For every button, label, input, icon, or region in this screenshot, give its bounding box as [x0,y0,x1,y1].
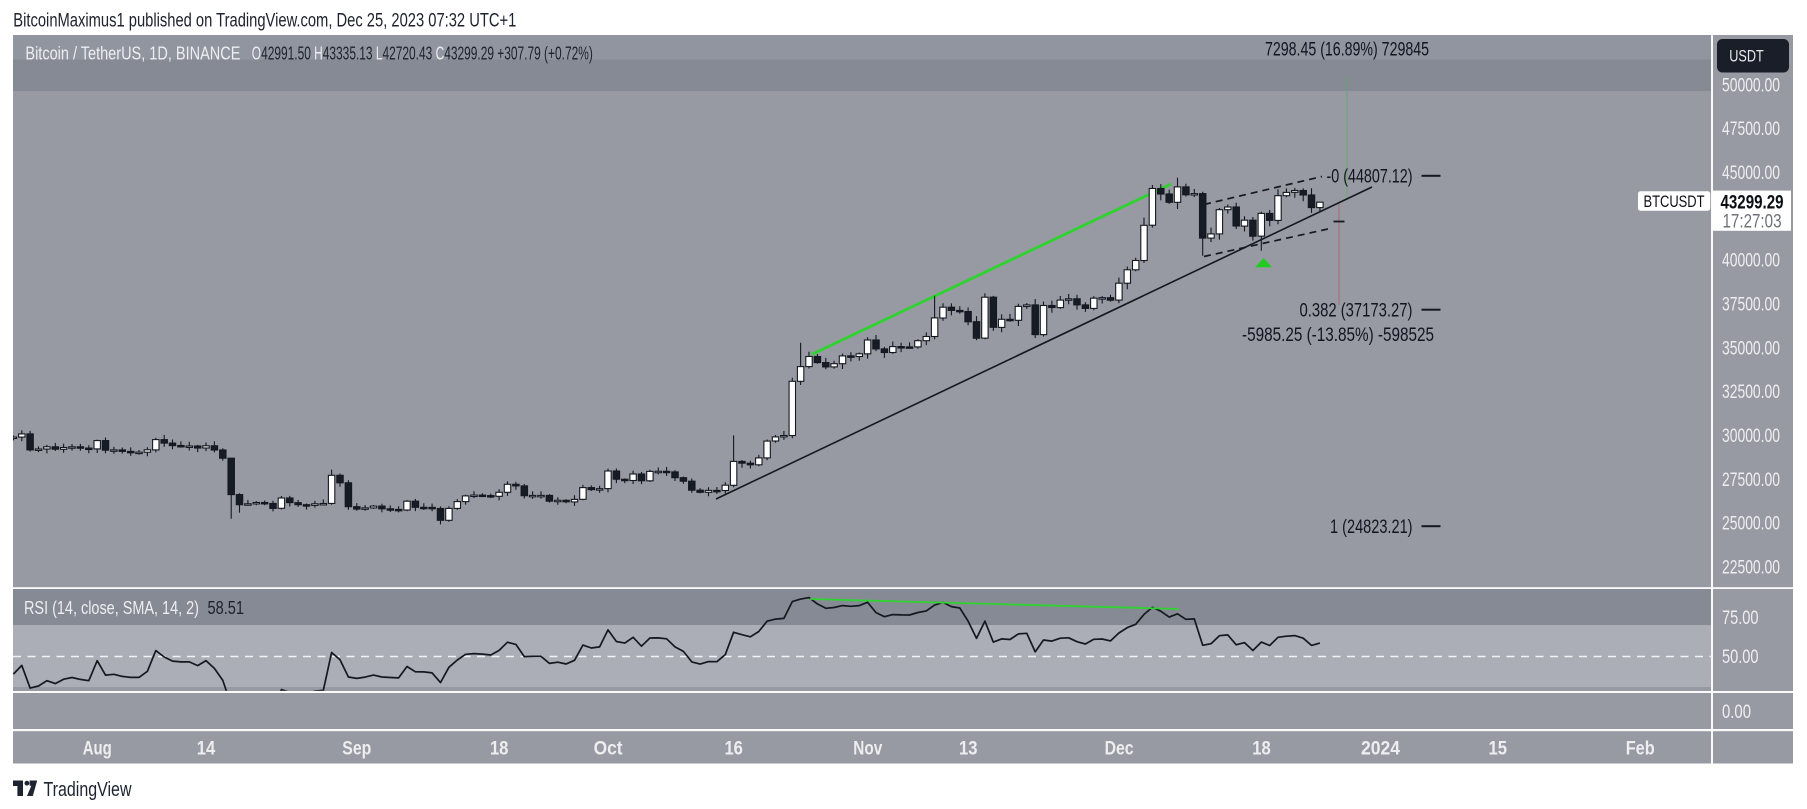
svg-text:7298.45 (16.89%) 729845: 7298.45 (16.89%) 729845 [1265,39,1429,60]
svg-text:45000.00: 45000.00 [1722,163,1780,184]
svg-text:16: 16 [724,739,743,760]
svg-text:2024: 2024 [1361,739,1400,760]
svg-text:30000.00: 30000.00 [1722,426,1780,447]
svg-text:22500.00: 22500.00 [1722,558,1780,579]
svg-text:0.00: 0.00 [1722,702,1751,723]
svg-text:RSI (14, close, SMA, 14, 2): RSI (14, close, SMA, 14, 2) [24,597,199,618]
svg-text:Aug: Aug [83,739,112,760]
svg-text:40000.00: 40000.00 [1722,251,1780,272]
svg-text:75.00: 75.00 [1722,608,1759,629]
svg-text:50.00: 50.00 [1722,647,1759,668]
svg-text:-0 (44807.12): -0 (44807.12) [1327,166,1413,187]
svg-text:Sep: Sep [342,739,371,760]
svg-text:O42991.50 H43335.13 L42720.43: O42991.50 H43335.13 L42720.43 C43299.29 … [252,42,593,63]
svg-text:35000.00: 35000.00 [1722,338,1780,359]
svg-text:32500.00: 32500.00 [1722,382,1780,403]
svg-text:47500.00: 47500.00 [1722,119,1780,140]
svg-text:37500.00: 37500.00 [1722,295,1780,316]
svg-text:27500.00: 27500.00 [1722,470,1780,491]
svg-text:Nov: Nov [853,739,882,760]
svg-text:Dec: Dec [1105,739,1134,760]
svg-text:TradingView: TradingView [44,779,132,801]
svg-text:18: 18 [1252,739,1271,760]
svg-text:1 (24823.21): 1 (24823.21) [1330,517,1413,538]
svg-text:USDT: USDT [1729,47,1764,66]
svg-text:0.382 (37173.27): 0.382 (37173.27) [1300,300,1413,321]
svg-text:14: 14 [197,739,216,760]
svg-text:50000.00: 50000.00 [1722,75,1780,96]
svg-text:43299.29: 43299.29 [1721,192,1784,213]
svg-text:BTCUSDT: BTCUSDT [1644,192,1705,211]
svg-text:13: 13 [959,739,978,760]
svg-text:18: 18 [490,739,509,760]
svg-text:17:27:03: 17:27:03 [1723,211,1782,232]
svg-text:25000.00: 25000.00 [1722,514,1780,535]
svg-text:BitcoinMaximus1 published on T: BitcoinMaximus1 published on TradingView… [13,10,516,31]
svg-text:58.51: 58.51 [208,597,245,618]
svg-text:Bitcoin / TetherUS, 1D, BINANC: Bitcoin / TetherUS, 1D, BINANCE [25,42,240,63]
svg-text:15: 15 [1489,739,1508,760]
svg-text:Feb: Feb [1626,739,1655,760]
svg-text:-5985.25 (-13.85%) -598525: -5985.25 (-13.85%) -598525 [1242,325,1434,346]
svg-text:Oct: Oct [594,739,624,760]
